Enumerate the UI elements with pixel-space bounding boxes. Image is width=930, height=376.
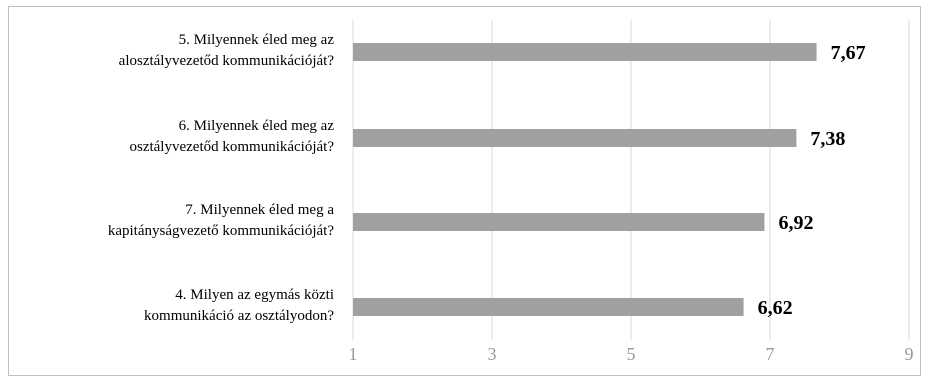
category-labels: 5. Milyennek éled meg az alosztályvezetőd… [108, 32, 335, 324]
value-labels: 7,67 7,38 6,92 6,62 [758, 42, 866, 319]
category-label-line: kapitányságvezető kommunikációját? [108, 223, 335, 239]
category-label-line: 6. Milyennek éled meg az [179, 118, 335, 134]
value-label: 6,62 [758, 297, 793, 319]
bars [353, 43, 817, 316]
category-label-line: osztályvezetőd kommunikációját? [129, 139, 334, 155]
category-label: 7. Milyennek éled meg a kapitányságvezető… [108, 202, 335, 239]
category-label-line: alosztályvezetőd kommunikációját? [119, 53, 335, 69]
value-label: 7,67 [831, 42, 866, 64]
category-label-line: 7. Milyennek éled meg a [185, 202, 334, 218]
grid-lines [352, 20, 910, 340]
bar-chart: 5. Milyennek éled meg az alosztályvezetőd… [108, 20, 914, 364]
category-label: 5. Milyennek éled meg az alosztályvezetőd… [119, 32, 335, 69]
value-label: 7,38 [810, 128, 845, 150]
bar [353, 43, 817, 61]
x-tick-label: 1 [349, 344, 358, 364]
value-label: 6,92 [778, 212, 813, 234]
bar [353, 213, 765, 231]
category-label: 6. Milyennek éled meg az osztályvezetőd k… [129, 118, 334, 155]
category-label-line: 5. Milyennek éled meg az [179, 32, 335, 48]
bar [353, 129, 797, 147]
category-label: 4. Milyen az egymás közti kommunikáció az… [144, 287, 334, 324]
x-tick-label: 7 [766, 344, 775, 364]
x-tick-label: 5 [627, 344, 636, 364]
category-label-line: kommunikáció az osztályodon? [144, 308, 334, 324]
bar [353, 298, 744, 316]
x-tick-label: 9 [905, 344, 914, 364]
category-label-line: 4. Milyen az egymás közti [175, 287, 334, 303]
x-tick-labels: 1 3 5 7 9 [349, 344, 914, 364]
x-tick-label: 3 [488, 344, 497, 364]
